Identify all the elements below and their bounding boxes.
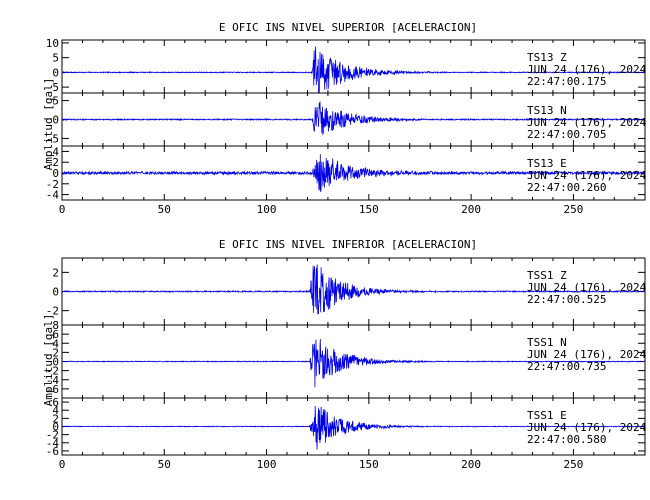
y-tick-label: 2	[52, 346, 59, 359]
x-tick-label: 100	[257, 458, 277, 471]
station-component-label: TS13 N	[527, 104, 567, 117]
signal-trace	[61, 338, 646, 388]
y-tick-label: 10	[46, 37, 59, 50]
y-tick-label: 5	[52, 52, 59, 65]
bottom-chart-title: E OFIC INS NIVEL INFERIOR [ACELERACION]	[219, 238, 477, 251]
x-tick-label: 150	[359, 458, 379, 471]
time-label: 22:47:00.260	[527, 181, 606, 194]
y-tick-label: -4	[46, 189, 60, 202]
x-tick-label: 50	[158, 458, 171, 471]
date-label: JUN 24 (176), 2024	[527, 169, 647, 182]
time-label: 22:47:00.580	[527, 433, 606, 446]
date-label: JUN 24 (176), 2024	[527, 63, 647, 76]
station-component-label: TSS1 Z	[527, 269, 567, 282]
x-tick-label: 200	[461, 458, 481, 471]
y-tick-label: 2	[52, 156, 59, 169]
y-tick-label: 2	[52, 412, 59, 425]
signal-trace	[61, 264, 646, 315]
bottom-y-axis-label: Amplitud [gal]	[42, 314, 55, 407]
station-component-label: TSS1 N	[527, 336, 567, 349]
y-tick-label: -6	[46, 383, 59, 396]
y-tick-label: 0	[52, 286, 59, 299]
y-tick-label: 4	[52, 404, 59, 417]
y-tick-label: -2	[46, 178, 59, 191]
time-label: 22:47:00.525	[527, 293, 606, 306]
y-tick-label: 4	[52, 337, 59, 350]
y-tick-label: 5	[52, 95, 59, 108]
date-label: JUN 24 (176), 2024	[527, 421, 647, 434]
time-label: 22:47:00.735	[527, 360, 606, 373]
y-tick-label: 0	[52, 167, 59, 180]
y-tick-label: -5	[46, 132, 59, 145]
top-chart-title: E OFIC INS NIVEL SUPERIOR [ACELERACION]	[219, 21, 477, 34]
x-tick-label: 100	[257, 203, 277, 216]
y-tick-label: -4	[46, 374, 60, 387]
top-y-axis-label: Amplitud [gal]	[42, 78, 55, 171]
y-tick-label: 6	[52, 328, 59, 341]
x-tick-label: 50	[158, 203, 171, 216]
x-tick-label: 0	[59, 203, 66, 216]
y-tick-label: -6	[46, 445, 59, 458]
y-tick-label: 0	[52, 356, 59, 369]
y-tick-label: 0	[52, 66, 59, 79]
x-tick-label: 0	[59, 458, 66, 471]
x-tick-label: 200	[461, 203, 481, 216]
signal-trace	[61, 101, 646, 136]
date-label: JUN 24 (176), 2024	[527, 116, 647, 129]
y-tick-label: 8	[52, 319, 59, 332]
y-tick-label: -5	[46, 81, 59, 94]
signal-trace	[62, 405, 646, 450]
station-component-label: TSS1 E	[527, 409, 567, 422]
time-label: 22:47:00.175	[527, 75, 606, 88]
station-component-label: TS13 Z	[527, 51, 567, 64]
y-tick-label: 2	[52, 266, 59, 279]
y-tick-label: -2	[46, 365, 59, 378]
date-label: JUN 24 (176), 2024	[527, 281, 647, 294]
signal-trace	[61, 46, 646, 94]
y-tick-label: -2	[46, 305, 59, 318]
signal-trace	[61, 153, 646, 192]
y-tick-label: -4	[46, 437, 60, 450]
x-tick-label: 150	[359, 203, 379, 216]
station-component-label: TS13 E	[527, 157, 567, 170]
y-tick-label: 4	[52, 145, 59, 158]
time-label: 22:47:00.705	[527, 128, 606, 141]
x-tick-label: 250	[563, 203, 583, 216]
y-tick-label: 0	[52, 421, 59, 434]
y-tick-label: 6	[52, 396, 59, 409]
x-tick-label: 250	[563, 458, 583, 471]
y-tick-label: -2	[46, 429, 59, 442]
y-tick-label: 0	[52, 114, 59, 127]
date-label: JUN 24 (176), 2024	[527, 348, 647, 361]
